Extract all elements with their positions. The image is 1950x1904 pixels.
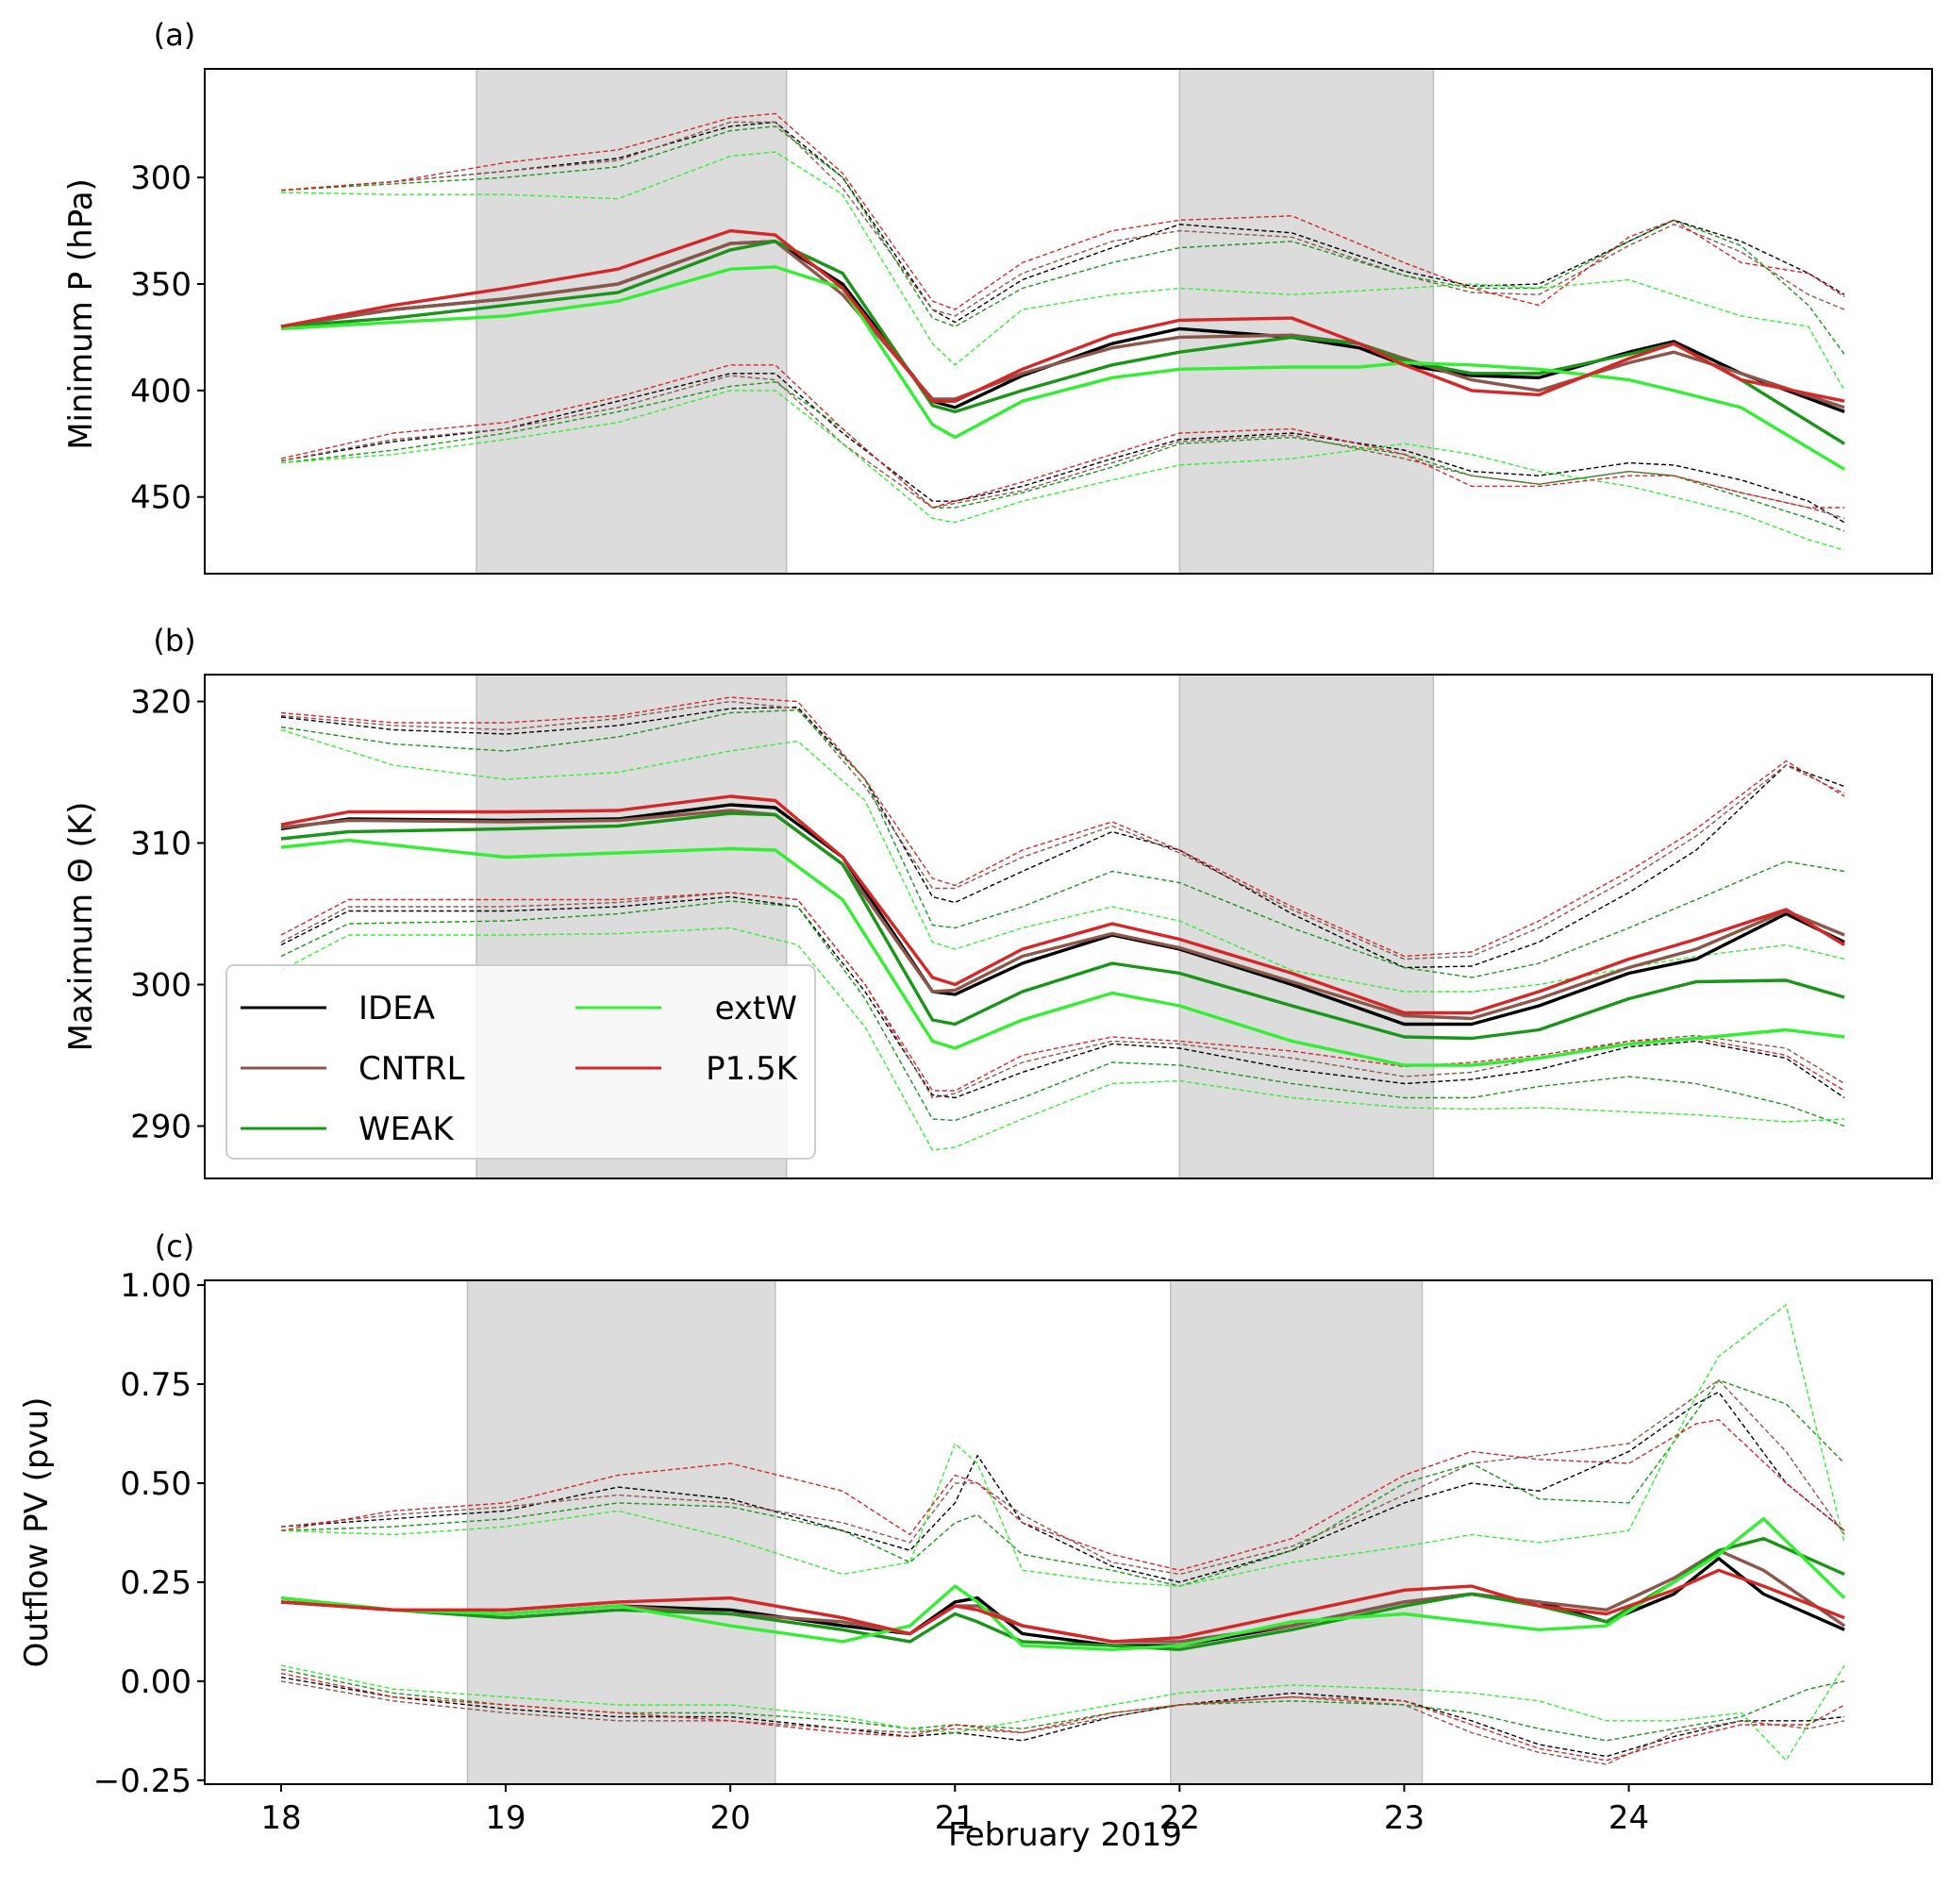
panel-a-line-extw-mean: [280, 265, 1845, 471]
panel-c-lines: [280, 1304, 1846, 1765]
x-axis-ticks: 18 19 20 21 22 23 24: [260, 1784, 1649, 1837]
x-tick-label: 21: [935, 1799, 975, 1837]
legend-entry-cntrl: CNTRL: [241, 1050, 465, 1088]
panel-c-y-tick-label: 1.00: [120, 1267, 192, 1305]
panel-c-line-weak-lower: [280, 1668, 1845, 1742]
panel-c-y-tick-label: 0.25: [120, 1564, 192, 1602]
panel-a-lines: [280, 112, 1845, 551]
panel-b-line-weak-mean: [280, 811, 1845, 1041]
panel-c-label: (c): [155, 1228, 195, 1264]
panel-b-line-weak-lower: [280, 900, 1845, 1127]
panel-b-line-cntrl-lower: [280, 892, 1845, 1099]
panel-b-line-p15k-upper: [280, 696, 1845, 958]
panel-a-line-p15k-mean: [280, 228, 1845, 403]
legend-label-idea: IDEA: [358, 990, 435, 1027]
panel-b-line-p15k-mean: [280, 794, 1845, 1015]
panel-b-line-cntrl-upper: [280, 700, 1845, 960]
panel-a-y-tick-label: 400: [130, 373, 192, 410]
panel-c-line-p15k-mean: [280, 1568, 1845, 1644]
panel-a-line-cntrl-lower: [280, 375, 1845, 519]
panel-a-line-weak-mean: [280, 240, 1845, 445]
panel-a-shaded-period-2: [1178, 68, 1435, 575]
panel-b-y-tick-label: 300: [130, 967, 192, 1005]
panel-a-line-p15k-lower: [280, 364, 1845, 509]
panel-c-y-tick-label: 0.50: [120, 1465, 192, 1503]
legend-entry-extw: extW: [575, 990, 797, 1027]
panel-a-y-tick-label: 450: [130, 479, 192, 517]
x-tick-label: 22: [1159, 1799, 1200, 1837]
panel-c-y-tick-label: 0.75: [120, 1366, 192, 1404]
panel-a: (a) Minimum P (hPa) 300 350 400 450: [62, 17, 1933, 575]
panel-b-y-tick-label: 290: [130, 1109, 192, 1146]
panel-c-line-extw-upper: [280, 1304, 1845, 1587]
panel-a-line-weak-lower: [280, 381, 1845, 532]
panel-c-shaded-periods: [466, 1279, 1424, 1785]
panel-b-frame: [204, 674, 1933, 1179]
legend-box: [225, 964, 816, 1160]
panel-c-line-idea-lower: [280, 1677, 1845, 1758]
panel-b: (b) Maximum Θ (K) 290 300 310 320 IDEA CNTR…: [62, 623, 1933, 1179]
panel-c-ylabel: Outflow PV (pvu): [18, 1397, 56, 1668]
panel-b-label: (b): [153, 623, 195, 659]
panel-b-y-tick-label: 320: [130, 684, 192, 722]
panel-b-line-extw-lower: [280, 927, 1845, 1151]
panel-b-ylabel: Maximum Θ (K): [62, 802, 100, 1052]
panel-a-y-tick-label: 300: [130, 159, 192, 197]
panel-b-line-weak-upper: [280, 709, 1845, 978]
legend-label-extw: extW: [715, 990, 797, 1027]
panel-c-shaded-period-2: [1170, 1279, 1424, 1785]
panel-a-line-idea-lower: [280, 373, 1845, 524]
panel-a-frame: [204, 68, 1933, 575]
panel-a-line-weak-upper: [280, 125, 1845, 355]
panel-a-shaded-period-1: [475, 68, 788, 575]
x-axis-label: February 2019: [948, 1816, 1182, 1854]
panel-b-line-idea-mean: [280, 803, 1845, 1027]
panel-b-line-cntrl-mean: [280, 809, 1845, 1021]
panel-c-y-tick-label: −0.25: [93, 1762, 192, 1800]
panel-c: (c) Outflow PV (pvu) −0.25 0.00 0.25 0.50 0.…: [18, 1228, 1933, 1854]
x-tick-label: 19: [485, 1799, 525, 1837]
panel-b-lines: [280, 696, 1845, 1151]
panel-a-line-extw-lower: [280, 390, 1845, 551]
panel-c-line-extw-lower: [280, 1664, 1845, 1762]
legend-entry-idea: IDEA: [241, 990, 435, 1027]
x-tick-label: 24: [1608, 1799, 1649, 1837]
panel-b-shaded-period-2: [1178, 674, 1435, 1179]
panel-b-line-p15k-lower: [280, 892, 1845, 1092]
panel-b-line-idea-upper: [280, 706, 1845, 969]
panel-a-shaded-periods: [475, 68, 1435, 575]
panel-b-line-idea-lower: [280, 895, 1845, 1099]
panel-c-frame: [204, 1279, 1933, 1785]
panel-a-label: (a): [154, 17, 196, 53]
panel-c-line-cntrl-lower: [280, 1680, 1845, 1765]
panel-a-y-ticks: 300 350 400 450: [130, 159, 205, 517]
panel-a-line-p15k-upper: [280, 112, 1845, 310]
panel-c-line-idea-upper: [280, 1391, 1845, 1583]
legend-label-weak: WEAK: [358, 1111, 455, 1148]
x-tick-label: 18: [260, 1799, 301, 1837]
panel-c-line-p15k-upper: [280, 1419, 1845, 1572]
panel-b-line-extw-upper: [280, 728, 1845, 993]
legend-entry-p15k: P1.5K: [575, 1050, 799, 1088]
legend-label-p15k: P1.5K: [706, 1050, 799, 1088]
panel-b-y-tick-label: 310: [130, 826, 192, 863]
panel-b-y-ticks: 290 300 310 320: [130, 684, 205, 1146]
x-tick-label: 23: [1384, 1799, 1425, 1837]
legend-entry-weak: WEAK: [241, 1111, 455, 1148]
panel-c-shaded-period-1: [466, 1279, 776, 1785]
panel-b-line-extw-mean: [280, 838, 1845, 1067]
panel-a-ylabel: Minimum P (hPa): [62, 178, 100, 450]
panel-c-y-tick-label: 0.00: [120, 1663, 192, 1701]
legend: IDEA CNTRL WEAK extW P1.5K: [225, 964, 816, 1160]
panel-a-line-cntrl-upper: [280, 121, 1845, 317]
panel-c-y-ticks: −0.25 0.00 0.25 0.50 0.75 1.00: [93, 1267, 205, 1800]
panel-c-line-p15k-lower: [280, 1672, 1845, 1762]
panel-a-y-tick-label: 350: [130, 266, 192, 304]
x-tick-label: 20: [710, 1799, 751, 1837]
legend-label-cntrl: CNTRL: [358, 1050, 465, 1088]
